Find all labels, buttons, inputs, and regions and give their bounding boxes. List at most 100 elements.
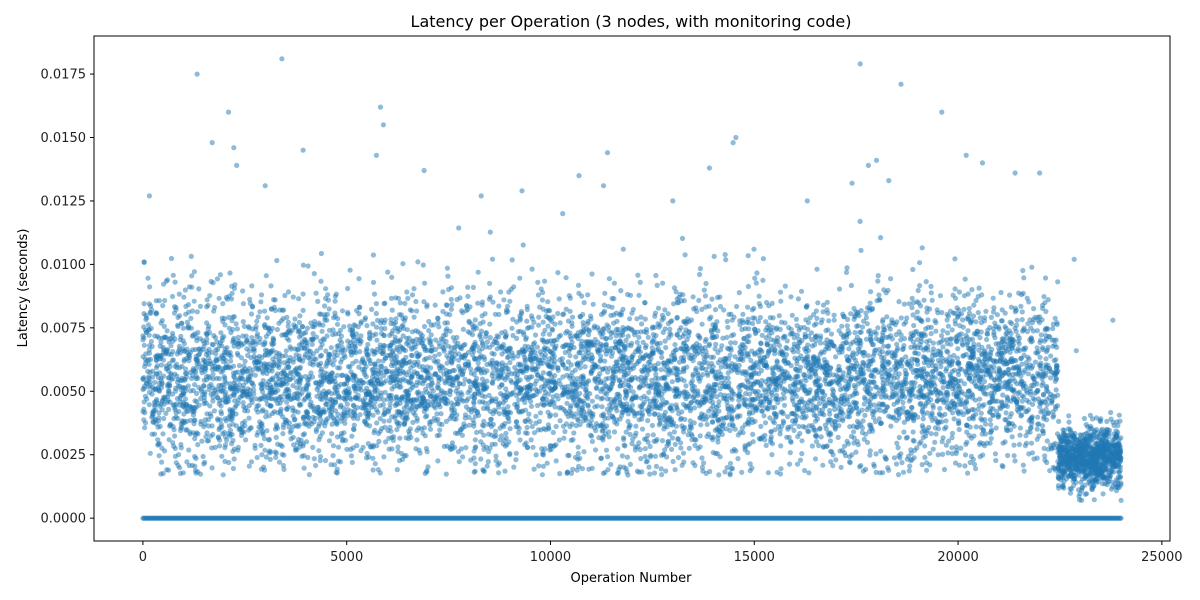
data-point (592, 378, 598, 384)
data-point (503, 386, 509, 392)
data-point (257, 339, 263, 345)
data-point (833, 457, 839, 463)
data-point (444, 443, 450, 449)
data-point (388, 295, 394, 301)
data-point (703, 280, 709, 287)
data-point (195, 442, 201, 448)
data-point (443, 332, 449, 338)
data-point (813, 439, 820, 445)
data-point (973, 424, 979, 430)
data-point (767, 415, 773, 421)
data-point (964, 400, 970, 406)
data-point (457, 395, 463, 401)
data-point (662, 413, 668, 419)
data-point (749, 348, 755, 354)
data-point (663, 468, 669, 474)
data-point (254, 403, 260, 409)
data-point (653, 272, 659, 279)
data-point (865, 353, 871, 359)
scatter-points (140, 56, 1124, 521)
data-point (205, 416, 212, 423)
data-point (962, 463, 968, 469)
data-point (930, 446, 936, 452)
data-point (620, 306, 626, 312)
data-point (388, 397, 395, 403)
data-point (313, 462, 319, 469)
data-point (219, 453, 225, 459)
data-point (681, 429, 687, 435)
data-point (990, 309, 997, 315)
data-point (249, 395, 255, 401)
data-point (323, 348, 329, 354)
data-point (172, 407, 178, 413)
data-point (507, 450, 513, 457)
data-point (798, 288, 805, 294)
data-point (958, 445, 964, 451)
data-point (420, 262, 426, 268)
data-point (375, 467, 381, 473)
data-point (334, 321, 341, 327)
data-point (861, 394, 868, 401)
data-point (701, 359, 707, 365)
data-point (475, 360, 481, 366)
data-point (746, 411, 752, 417)
data-point (496, 470, 502, 476)
data-point (713, 450, 719, 456)
data-point (503, 430, 509, 436)
data-point (210, 371, 216, 377)
data-point (240, 288, 246, 294)
data-point (922, 332, 928, 339)
data-point (389, 307, 395, 313)
data-point (589, 433, 595, 439)
data-point (479, 299, 485, 305)
data-point (314, 348, 320, 354)
data-point (218, 421, 224, 427)
data-point (240, 301, 246, 307)
data-point (910, 429, 916, 435)
data-point (261, 464, 267, 470)
data-point (192, 382, 198, 388)
data-point (435, 320, 441, 326)
data-point (152, 379, 158, 385)
data-point (545, 422, 552, 428)
data-point (721, 392, 728, 398)
data-point (1037, 339, 1043, 346)
data-point (873, 451, 879, 457)
data-point (719, 343, 725, 349)
data-point (317, 353, 323, 359)
data-point (647, 402, 653, 408)
data-point (857, 464, 863, 470)
data-point (759, 332, 765, 338)
data-point (639, 321, 645, 327)
data-point (1044, 383, 1050, 390)
data-point (1037, 354, 1043, 360)
data-point (207, 358, 213, 364)
data-point (563, 306, 569, 312)
data-point (575, 416, 581, 422)
data-point (713, 341, 719, 347)
data-point (284, 406, 290, 412)
data-point (537, 410, 544, 416)
data-point (650, 332, 657, 338)
data-point (906, 468, 912, 474)
data-point (679, 235, 686, 241)
data-point (230, 391, 237, 398)
data-point (820, 302, 827, 308)
data-point (644, 458, 650, 464)
data-point (1041, 294, 1047, 300)
data-point (382, 389, 388, 395)
data-point (163, 410, 169, 416)
data-point (686, 445, 692, 451)
data-point (900, 405, 906, 411)
data-point (141, 342, 147, 348)
data-point (188, 315, 194, 321)
data-point (744, 377, 750, 383)
data-point (836, 286, 843, 292)
data-point (251, 387, 257, 393)
data-point (240, 400, 246, 406)
data-point (310, 351, 316, 357)
data-point (689, 437, 695, 443)
data-point (615, 446, 621, 452)
data-point (319, 328, 325, 334)
data-point (782, 320, 788, 326)
